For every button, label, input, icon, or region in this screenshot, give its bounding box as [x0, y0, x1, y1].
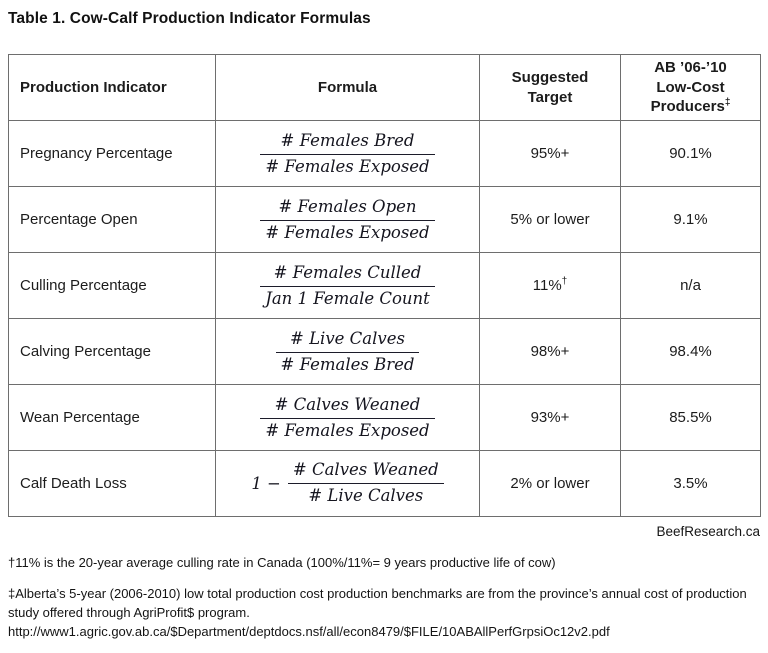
header-line: Producers‡ — [625, 97, 756, 117]
header-row: Production Indicator Formula Suggested T… — [8, 54, 761, 121]
fraction-numerator: # Females Bred — [260, 131, 435, 155]
target-value: 5% or lower — [510, 211, 590, 228]
fraction: # Females Open # Females Exposed — [260, 197, 435, 243]
indicator-cell: Culling Percentage — [8, 252, 216, 319]
formula: 1 − # Calves Weaned # Live Calves — [251, 460, 444, 506]
target-cell: 2% or lower — [479, 450, 621, 517]
fraction-denominator: # Live Calves — [308, 486, 424, 505]
fraction-denominator: # Females Exposed — [265, 156, 430, 176]
table-row: Calf Death Loss 1 − # Calves Weaned # Li… — [8, 450, 761, 517]
ab-producers-cell: 98.4% — [620, 318, 761, 385]
header-line: Suggested — [511, 68, 589, 86]
fraction-numerator: # Females Culled — [260, 263, 435, 287]
fraction-denominator: # Females Exposed — [265, 222, 430, 242]
fraction: # Live Calves # Females Bred — [275, 329, 420, 375]
ab-producers-cell: 85.5% — [620, 384, 761, 451]
fraction-denominator: # Females Bred — [280, 354, 415, 374]
target-cell: 5% or lower — [479, 186, 621, 253]
column-header-formula: Formula — [215, 54, 480, 121]
target-value: 98%+ — [530, 343, 570, 360]
formula-cell: # Calves Weaned # Females Exposed — [215, 384, 480, 451]
column-header-ab-low-cost-producers: AB ’06-’10 Low-Cost Producers‡ — [620, 54, 761, 121]
header-line-text: Producers — [650, 98, 725, 116]
footnote-dagger: †11% is the 20-year average culling rate… — [8, 555, 556, 570]
cow-calf-indicator-table: Production Indicator Formula Suggested T… — [8, 54, 761, 517]
table-row: Percentage Open # Females Open # Females… — [8, 186, 761, 253]
formula: # Females Bred # Females Exposed — [260, 131, 435, 177]
formula: # Females Open # Females Exposed — [260, 197, 435, 243]
indicator-cell: Calf Death Loss — [8, 450, 216, 517]
header-line: AB ’06-’10 — [654, 58, 727, 76]
formula: # Live Calves # Females Bred — [275, 329, 420, 375]
footnote-url: http://www1.agric.gov.ab.ca/$Department/… — [8, 624, 610, 640]
fraction-numerator: # Females Open — [260, 197, 435, 221]
ab-producers-cell: n/a — [620, 252, 761, 319]
fraction: # Calves Weaned # Females Exposed — [260, 395, 435, 441]
indicator-cell: Calving Percentage — [8, 318, 216, 385]
table-row: Culling Percentage # Females Culled Jan … — [8, 252, 761, 319]
formula-prefix: 1 − — [251, 474, 281, 493]
indicator-cell: Pregnancy Percentage — [8, 120, 216, 187]
formula-cell: # Females Culled Jan 1 Female Count — [215, 252, 480, 319]
fraction-denominator: Jan 1 Female Count — [265, 288, 430, 308]
fraction: # Calves Weaned # Live Calves — [287, 460, 444, 506]
target-cell: 98%+ — [479, 318, 621, 385]
formula-cell: # Females Bred # Females Exposed — [215, 120, 480, 187]
formula: # Calves Weaned # Females Exposed — [260, 395, 435, 441]
target-cell: 11%† — [479, 252, 621, 319]
target-value: 95%+ — [530, 145, 570, 162]
table-row: Wean Percentage # Calves Weaned # Female… — [8, 384, 761, 451]
ab-producers-cell: 3.5% — [620, 450, 761, 517]
target-value: 93%+ — [530, 409, 570, 426]
fraction: # Females Culled Jan 1 Female Count — [260, 263, 435, 309]
ab-producers-cell: 90.1% — [620, 120, 761, 187]
header-line: Low-Cost — [656, 78, 725, 96]
column-header-suggested-target: Suggested Target — [479, 54, 621, 121]
source-credit: BeefResearch.ca — [656, 524, 760, 539]
double-dagger-mark: ‡ — [724, 97, 731, 109]
target-cell: 95%+ — [479, 120, 621, 187]
fraction-denominator: # Females Exposed — [265, 420, 430, 440]
formula: # Females Culled Jan 1 Female Count — [260, 263, 435, 309]
ab-producers-cell: 9.1% — [620, 186, 761, 253]
formula-cell: 1 − # Calves Weaned # Live Calves — [215, 450, 480, 517]
target-cell: 93%+ — [479, 384, 621, 451]
table-title: Table 1. Cow-Calf Production Indicator F… — [8, 10, 371, 27]
fraction-numerator: # Calves Weaned — [260, 395, 435, 419]
fraction-numerator: # Live Calves — [275, 329, 420, 353]
column-header-production-indicator: Production Indicator — [8, 54, 216, 121]
indicator-cell: Percentage Open — [8, 186, 216, 253]
table-row: Pregnancy Percentage # Females Bred # Fe… — [8, 120, 761, 187]
indicator-cell: Wean Percentage — [8, 384, 216, 451]
footnote-double-dagger-text: ‡Alberta’s 5-year (2006-2010) low total … — [8, 586, 747, 620]
formula-cell: # Live Calves # Females Bred — [215, 318, 480, 385]
table-row: Calving Percentage # Live Calves # Femal… — [8, 318, 761, 385]
target-value: 2% or lower — [510, 475, 590, 492]
target-value: 11% — [532, 277, 562, 294]
header-line: Target — [527, 88, 573, 106]
dagger-mark: † — [561, 276, 568, 287]
fraction: # Females Bred # Females Exposed — [260, 131, 435, 177]
formula-cell: # Females Open # Females Exposed — [215, 186, 480, 253]
footnote-double-dagger: ‡Alberta’s 5-year (2006-2010) low total … — [8, 585, 760, 641]
fraction-numerator: # Calves Weaned — [287, 460, 444, 484]
